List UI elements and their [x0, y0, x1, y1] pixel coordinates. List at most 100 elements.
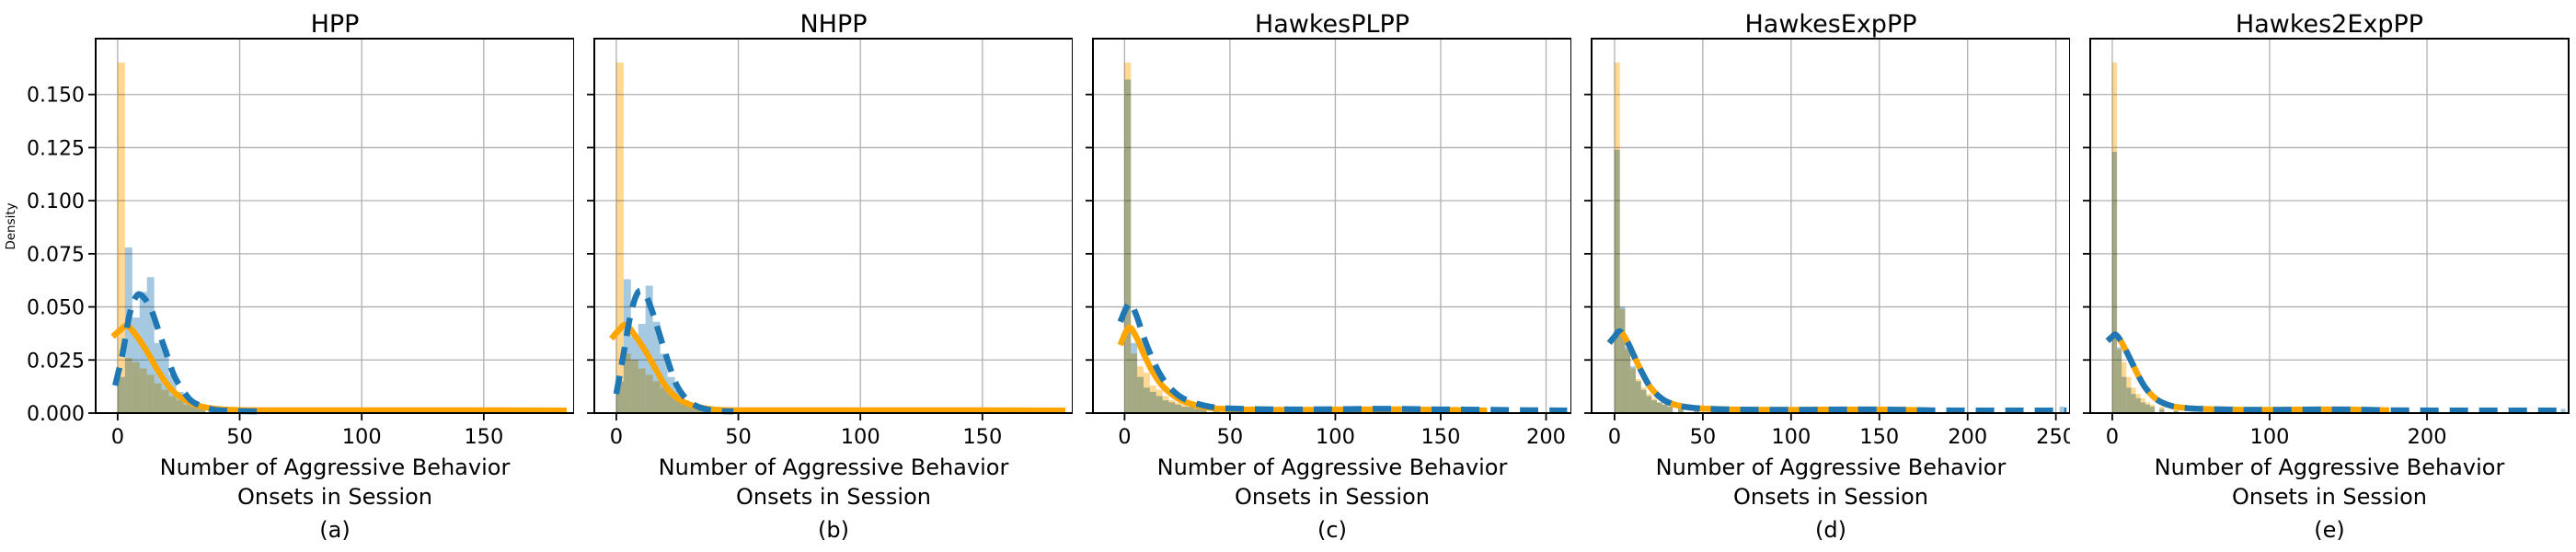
kde-line-orange-solid: [1117, 324, 1488, 414]
hist-bar-blue: [630, 336, 638, 413]
kde-line-blue-dashed: [613, 287, 734, 415]
plot-area: 0 50 100 150 200: [1086, 38, 1571, 449]
hist-bar-blue: [2126, 387, 2132, 413]
plot-border: [95, 38, 574, 414]
hist-bar-blue: [1651, 400, 1657, 413]
hist-bar-blue: [2140, 402, 2145, 413]
hist-bar-blue: [198, 408, 206, 413]
y-axis-tick-labels: 0.000 0.025 0.050 0.075 0.100 0.125 0.150: [27, 85, 85, 426]
x-axis-label-line1: Number of Aggressive Behavior: [1157, 454, 1508, 480]
hist-bar-blue: [696, 408, 705, 413]
hist-bar-blue: [1667, 407, 1673, 413]
x-tick-label: 50: [725, 425, 752, 449]
hist-bar-blue: [1646, 396, 1652, 413]
y-tick-label: 0.050: [27, 297, 85, 320]
hist-bar-blue: [1143, 387, 1150, 413]
kde-line-blue-dashed: [112, 291, 259, 415]
hist-bar-blue: [1656, 402, 1662, 413]
y-tick-label: 0.100: [27, 190, 85, 213]
panel-hawkesplpp: HawkesPLPP 0 50 100 150 200 Number of Aggres…: [1073, 0, 1571, 552]
x-axis-label-line2: Onsets in Session: [736, 484, 931, 510]
hist-bar-blue: [176, 391, 184, 413]
hist-bar-blue: [1694, 410, 1700, 413]
hist-bar-blue: [1137, 376, 1144, 413]
x-tick-label: 150: [1859, 425, 1899, 449]
hist-bar-blue: [1614, 149, 1620, 413]
kde-line-blue-dashed: [1606, 328, 2067, 414]
panel-title: HPP: [311, 10, 360, 39]
hist-bar-blue: [139, 292, 147, 413]
hist-bar-blue: [1124, 79, 1132, 414]
hist-bar-blue: [1625, 347, 1631, 413]
hist-bar-blue: [1162, 400, 1169, 413]
hist-bar-blue: [1662, 404, 1668, 413]
x-axis-label-line1: Number of Aggressive Behavior: [160, 454, 511, 480]
hist-bar-blue: [1156, 396, 1163, 413]
x-tick-label: 0: [2106, 425, 2119, 449]
panel-title: Hawkes2ExpPP: [2236, 10, 2423, 39]
hist-bar-blue: [117, 376, 125, 413]
y-tick-label: 0.150: [27, 85, 85, 108]
hist-bar-blue: [146, 277, 155, 413]
hist-bar-blue: [682, 400, 690, 413]
x-tick-label: 100: [1771, 425, 1811, 449]
kde-line-orange-solid: [2105, 331, 2390, 414]
y-tick-label: 0.125: [27, 137, 85, 160]
plot-border: [2089, 38, 2570, 414]
x-axis-label-line1: Number of Aggressive Behavior: [2155, 454, 2505, 480]
x-axis-label-line2: Onsets in Session: [2232, 484, 2427, 510]
panel-letter: (d): [1815, 517, 1846, 543]
x-tick-label: 100: [2250, 425, 2290, 449]
x-axis-label-line1: Number of Aggressive Behavior: [659, 454, 1009, 480]
panel-title: NHPP: [799, 10, 867, 39]
x-tick-label: 200: [2408, 425, 2447, 449]
x-tick-label: 50: [226, 425, 253, 449]
hist-bar-blue: [190, 407, 199, 413]
kde-line-blue-dashed: [1117, 300, 1568, 414]
hist-bar-orange: [615, 63, 624, 413]
hist-bar-blue: [2560, 408, 2566, 413]
plot-area: 0 50 100 150: [587, 38, 1073, 449]
hist-bar-blue: [154, 342, 162, 413]
hist-bar-blue: [183, 400, 191, 413]
panel-letter: (a): [319, 517, 350, 543]
panel-letter: (e): [2314, 517, 2345, 543]
hist-bar-blue: [1149, 391, 1156, 413]
hist-bar-blue: [689, 407, 697, 413]
hist-bar-blue: [1619, 306, 1626, 413]
hist-bar-blue: [1131, 342, 1138, 413]
x-tick-label: 150: [962, 425, 1002, 449]
hist-bar-blue: [1200, 408, 1207, 413]
hist-bar-blue: [623, 279, 631, 413]
panel-hawkesexppp: HawkesExpPP 0 50 100 150 200 250 Number of Ag…: [1571, 0, 2070, 552]
hist-bar-blue: [2145, 404, 2150, 413]
y-axis-label: Density: [4, 202, 18, 249]
hist-bar-blue: [1213, 410, 1220, 413]
hist-bar-blue: [1175, 404, 1182, 413]
x-tick-label: 0: [610, 425, 623, 449]
x-tick-label: 150: [464, 425, 503, 449]
kde-line-blue-dashed: [2105, 331, 2564, 414]
hist-bar-blue: [2159, 408, 2165, 413]
panel-title: HawkesExpPP: [1744, 10, 1916, 39]
y-tick-label: 0.025: [27, 350, 85, 373]
hist-bar-blue: [638, 324, 646, 413]
hist-bar-blue: [645, 285, 653, 413]
hist-bar-blue: [1678, 408, 1684, 413]
plot-area: 0 50 100 150: [88, 38, 574, 449]
x-tick-label: 50: [1690, 425, 1717, 449]
plot-area: 0 100 200: [2083, 38, 2570, 449]
plot-border: [593, 38, 1073, 414]
hist-bar-blue: [132, 317, 140, 413]
x-tick-label: 200: [1526, 425, 1566, 449]
hist-bar-blue: [1640, 389, 1647, 413]
panel-letter: (b): [818, 517, 849, 543]
y-tick-label: 0.075: [27, 244, 85, 267]
x-axis-label-line2: Onsets in Session: [1733, 484, 1928, 510]
hist-bar-blue: [2111, 152, 2118, 413]
x-tick-label: 0: [1608, 425, 1621, 449]
panel-nhpp: NHPP 0 50 100 150 Number of Aggressive Beha…: [574, 0, 1073, 552]
hist-bar-blue: [2150, 407, 2156, 413]
hist-bar-blue: [1635, 381, 1641, 413]
